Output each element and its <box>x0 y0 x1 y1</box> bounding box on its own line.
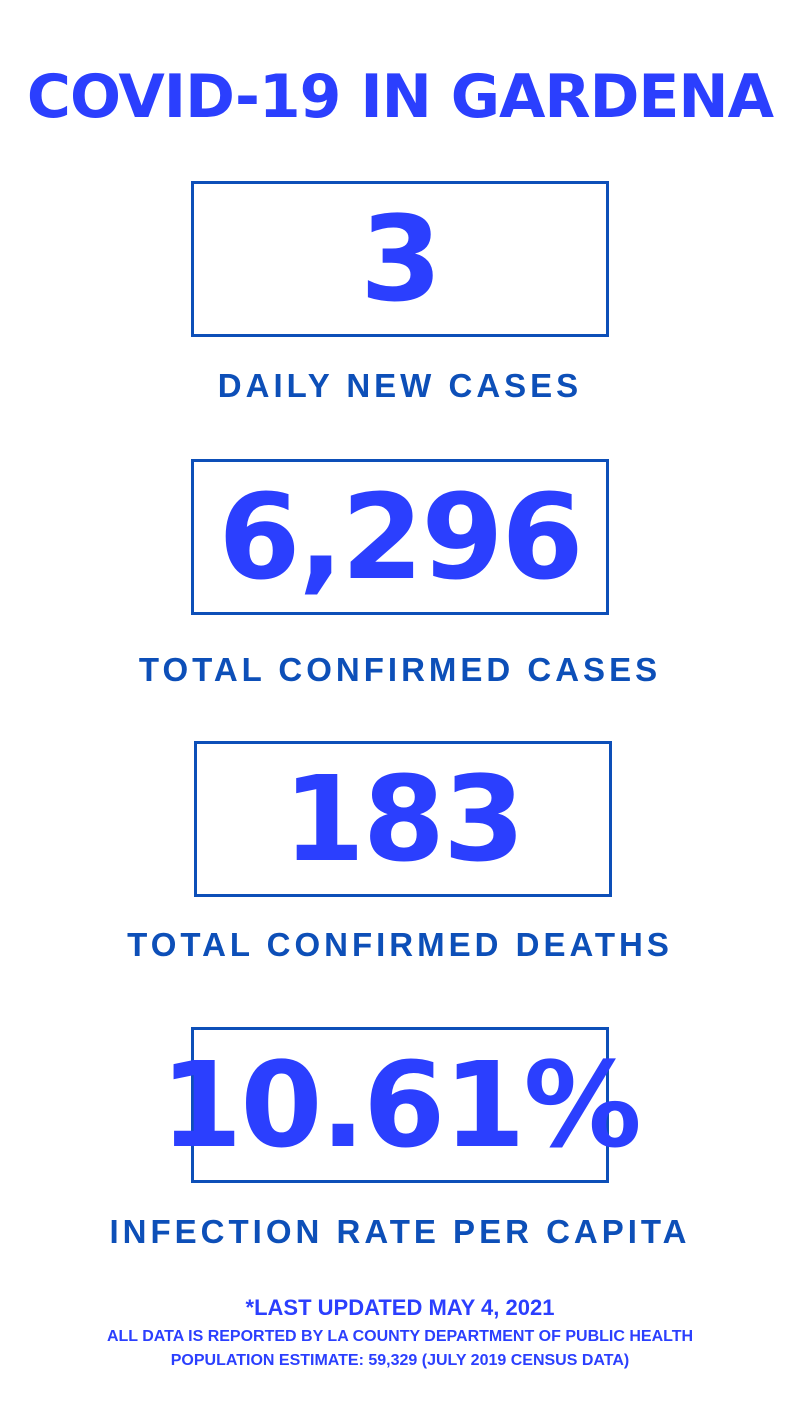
page-title: COVID-19 IN GARDENA <box>26 62 774 132</box>
total-deaths-label: TOTAL CONFIRMED DEATHS <box>127 926 673 963</box>
total-cases-label: TOTAL CONFIRMED CASES <box>138 651 662 688</box>
daily-new-cases-box: 3 <box>191 181 609 337</box>
total-deaths-value: 183 <box>282 750 525 888</box>
total-deaths-box: 183 <box>194 741 612 897</box>
infection-rate-value: 10.61% <box>160 1036 641 1174</box>
data-source: ALL DATA IS REPORTED BY LA COUNTY DEPART… <box>106 1328 694 1345</box>
daily-new-cases-label: DAILY NEW CASES <box>217 367 583 404</box>
population-estimate: POPULATION ESTIMATE: 59,329 (JULY 2019 C… <box>170 1352 630 1369</box>
infection-rate-label: INFECTION RATE PER CAPITA <box>109 1213 691 1250</box>
total-cases-box: 6,296 <box>191 459 609 615</box>
last-updated: *LAST UPDATED MAY 4, 2021 <box>245 1295 555 1320</box>
total-cases-value: 6,296 <box>218 468 583 606</box>
daily-new-cases-value: 3 <box>359 190 442 328</box>
infection-rate-box: 10.61% <box>160 1027 642 1183</box>
